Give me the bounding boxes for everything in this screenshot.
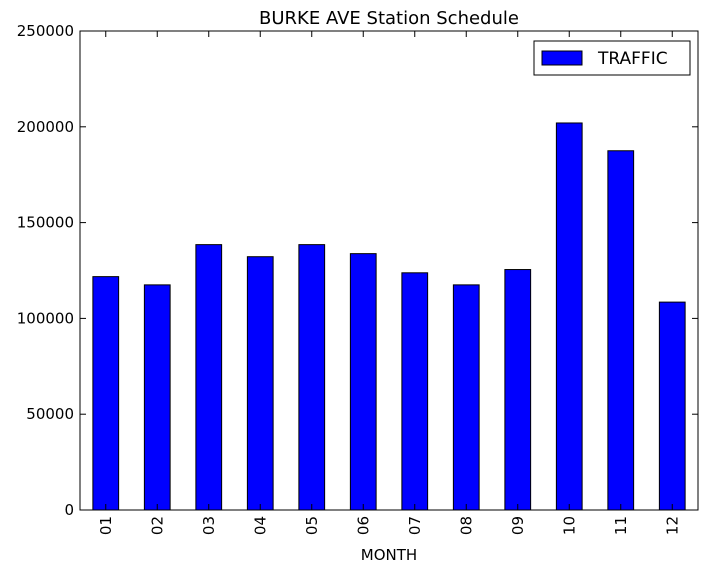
x-tick-label: 03	[200, 516, 218, 535]
bar-11	[607, 150, 635, 511]
x-tick-label: 05	[303, 516, 321, 535]
y-tick-label: 50000	[26, 405, 74, 423]
x-tick-label: 10	[560, 516, 578, 535]
y-tick-label: 200000	[17, 118, 74, 136]
legend: TRAFFIC	[533, 40, 691, 76]
bar-12	[658, 301, 686, 511]
legend-swatch	[541, 50, 583, 66]
y-tick-label: 150000	[17, 214, 74, 232]
x-tick-label: 07	[406, 516, 424, 535]
x-tick-label: 08	[457, 516, 475, 535]
ticks-layer: 0 50000 100000 150000 200000 250000 01 02 03 04 05…	[17, 22, 698, 535]
y-tick-label: 0	[64, 501, 74, 519]
bar-08	[452, 284, 480, 511]
bar-04	[246, 256, 274, 511]
bar-02	[143, 284, 171, 511]
bar-05	[298, 244, 326, 511]
legend-label: TRAFFIC	[597, 49, 668, 69]
bar-06	[349, 253, 377, 511]
x-tick-label: 01	[97, 516, 115, 535]
x-tick-label: 09	[509, 516, 527, 535]
y-tick-label: 100000	[17, 309, 74, 327]
x-tick-label: 11	[612, 516, 630, 535]
x-tick-label: 04	[251, 516, 269, 535]
x-tick-label: 02	[148, 516, 166, 535]
bar-01	[92, 276, 120, 511]
chart-title: BURKE AVE Station Schedule	[259, 8, 519, 29]
bar-10	[555, 122, 583, 511]
y-tick-label: 250000	[17, 22, 74, 40]
x-axis-label: MONTH	[361, 546, 417, 564]
plot-frame	[79, 30, 699, 511]
bar-09	[504, 269, 532, 511]
bar-07	[401, 272, 429, 511]
bar-03	[195, 244, 223, 511]
x-tick-label: 06	[354, 516, 372, 535]
x-tick-label: 12	[663, 516, 681, 535]
bars-layer	[92, 122, 686, 511]
